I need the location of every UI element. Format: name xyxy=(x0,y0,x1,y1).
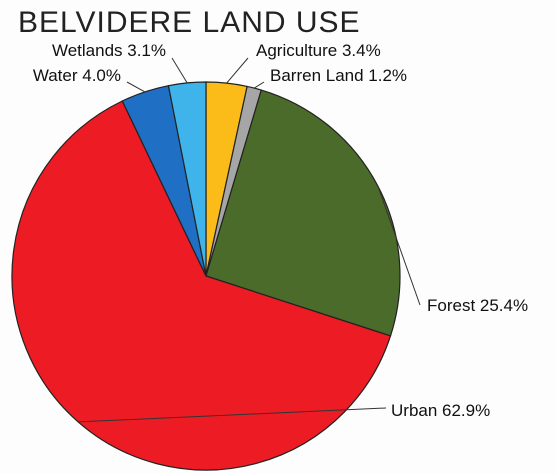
slice-label-agriculture: Agriculture 3.4% xyxy=(256,41,381,60)
chart-title: BELVIDERE LAND USE xyxy=(18,6,361,39)
pie-slices xyxy=(11,81,401,471)
slice-label-urban: Urban 62.9% xyxy=(391,401,490,420)
pie-labels: Agriculture 3.4% Barren Land 1.2% Forest 2… xyxy=(33,41,528,423)
slice-label-forest: Forest 25.4% xyxy=(427,296,528,315)
leader-line-agriculture xyxy=(226,57,249,84)
leader-line-barren-land xyxy=(253,81,265,89)
slice-label-wetlands: Wetlands 3.1% xyxy=(52,41,166,60)
leader-line-forest xyxy=(377,185,421,306)
leader-line-urban xyxy=(78,407,387,423)
leader-line-wetlands xyxy=(171,57,188,84)
slice-label-barren-land: Barren Land 1.2% xyxy=(270,66,407,85)
slice-label-water: Water 4.0% xyxy=(33,66,121,85)
leader-line-water xyxy=(126,81,146,93)
